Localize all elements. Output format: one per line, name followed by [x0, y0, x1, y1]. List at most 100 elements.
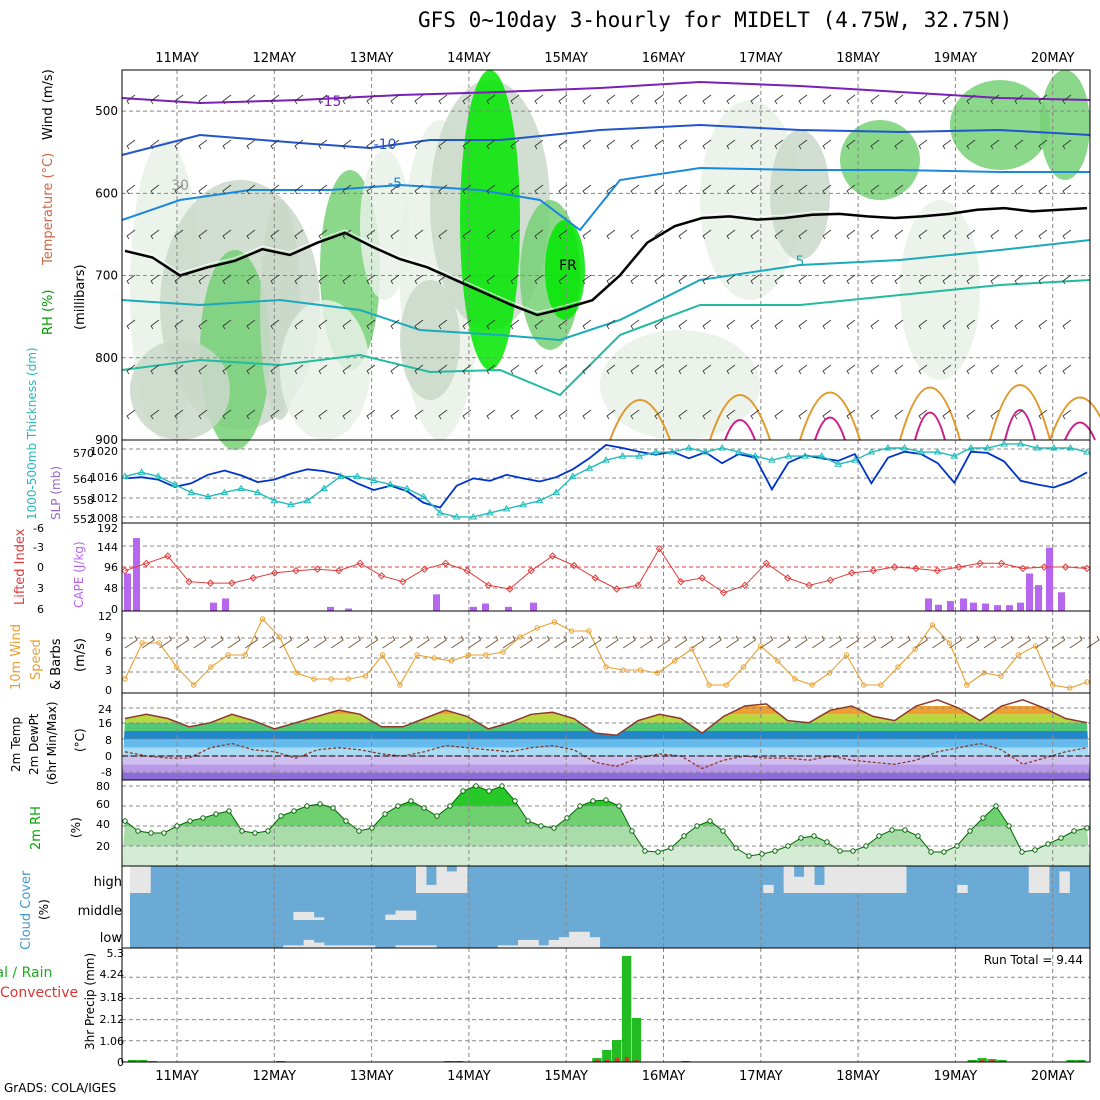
wind-barb: [318, 139, 328, 150]
wind-barb: [126, 364, 136, 375]
surface-wind-barb: [1052, 635, 1066, 649]
cloud-low-cell: [354, 945, 366, 948]
warm-contour: [899, 386, 961, 441]
freezing-level-line: [124, 206, 1088, 317]
wind-speed-point: [397, 682, 403, 688]
cape-tick-label: 192: [97, 522, 118, 535]
cloud-high-cell: [1059, 871, 1070, 893]
rh-shade: [280, 300, 370, 440]
surface-wind-barb: [622, 635, 636, 649]
cloud-low-cell: [579, 931, 590, 948]
wind-speed-point: [122, 676, 128, 682]
wind-barb: [462, 364, 472, 375]
wind-barb: [654, 364, 664, 375]
wind-barb: [366, 319, 376, 330]
precip-tick-label: 4.24: [100, 968, 125, 981]
wind-barb: [534, 274, 544, 285]
wind-barb: [174, 409, 184, 420]
rh-band: [122, 786, 1090, 806]
wind-barb: [462, 94, 472, 105]
cape-bar: [327, 606, 334, 611]
wind-speed-point: [689, 646, 695, 652]
rh-point: [967, 828, 973, 834]
wind-barb: [726, 319, 736, 330]
li-tick-label: 0: [37, 561, 44, 574]
temp-band: [122, 731, 1090, 740]
wind-barb: [270, 94, 280, 105]
thickness-point: [121, 472, 129, 479]
cape-bar: [960, 598, 967, 611]
surface-wind-barb: [846, 635, 860, 649]
wind-barb: [1014, 229, 1024, 240]
cloud-low-cell: [548, 939, 560, 948]
rh-point: [759, 851, 765, 857]
wind-barb: [1038, 409, 1048, 420]
wind-barb: [414, 94, 424, 105]
thickness-point: [1000, 439, 1008, 447]
wind-barb: [870, 409, 880, 420]
precip-convective-bar: [624, 1057, 629, 1062]
lifted-index-point: [655, 544, 664, 553]
wind-barb: [1062, 274, 1072, 285]
precip-total-bar: [631, 1018, 642, 1062]
wind-speed-point: [895, 664, 901, 670]
wind-barb: [798, 274, 808, 285]
thickness-point: [685, 444, 693, 451]
cloud-middle-cell: [395, 910, 407, 920]
wind-barb: [150, 94, 160, 105]
wind-barb: [246, 94, 256, 105]
wind-barb: [966, 94, 976, 105]
wind-barb: [870, 139, 880, 150]
thickness-point: [469, 512, 478, 520]
surface-wind-barb: [330, 635, 344, 649]
contour-label: 30: [171, 178, 189, 194]
rh-point: [200, 815, 206, 821]
surface-wind-barb: [159, 635, 173, 649]
slp-axis-label: SLP (mb): [49, 466, 63, 520]
date-label-top: 17MAY: [739, 51, 783, 66]
wind-barb: [270, 409, 280, 420]
wind-barb: [198, 319, 208, 330]
surface-wind-barb: [262, 635, 276, 649]
rh-point: [174, 823, 180, 829]
wind-barb: [678, 409, 688, 420]
cloud-high-cell: [885, 866, 897, 893]
wind-barb: [462, 409, 472, 420]
thickness-point: [967, 444, 975, 451]
surface-wind-barb: [743, 635, 757, 649]
wind-barb: [846, 94, 856, 105]
rh-point: [343, 818, 349, 824]
wind-barb: [294, 409, 304, 420]
precip-tick-label: 0: [117, 1056, 124, 1069]
temp-tick-label: 8: [105, 734, 112, 747]
wind-barb: [822, 94, 832, 105]
surface-wind-barb: [537, 635, 550, 649]
wind-barb: [270, 364, 280, 375]
wind-barb: [414, 409, 424, 420]
rh-point: [1032, 847, 1038, 853]
thickness-point: [950, 452, 959, 459]
rh-point: [1084, 825, 1090, 831]
wind-tick-label: 0: [105, 684, 112, 697]
run-total-label: Run Total = 9.44: [984, 953, 1083, 967]
wind-speed-point: [878, 682, 884, 688]
wind-barb: [726, 274, 736, 285]
lifted-index-point: [377, 572, 386, 580]
surface-wind-barb: [279, 635, 293, 649]
wind-barb: [1062, 139, 1072, 150]
lifted-index-point: [249, 574, 257, 582]
cape-tick-label: 48: [104, 582, 118, 595]
slp-line: [124, 444, 1088, 509]
li-tick-label: 6: [37, 603, 44, 616]
rh-tick-label: 80: [96, 780, 110, 793]
wind-barb: [990, 139, 1000, 150]
wind-barb: [174, 184, 184, 195]
rh-point: [954, 843, 960, 849]
wind-barb: [894, 319, 904, 330]
surface-wind-barb: [176, 635, 190, 649]
thickness-tick-label: 552: [73, 513, 94, 526]
wind-speed-point: [964, 682, 970, 688]
wind-barb: [870, 94, 880, 105]
rh-point: [616, 803, 622, 809]
wind-barb: [342, 139, 352, 150]
